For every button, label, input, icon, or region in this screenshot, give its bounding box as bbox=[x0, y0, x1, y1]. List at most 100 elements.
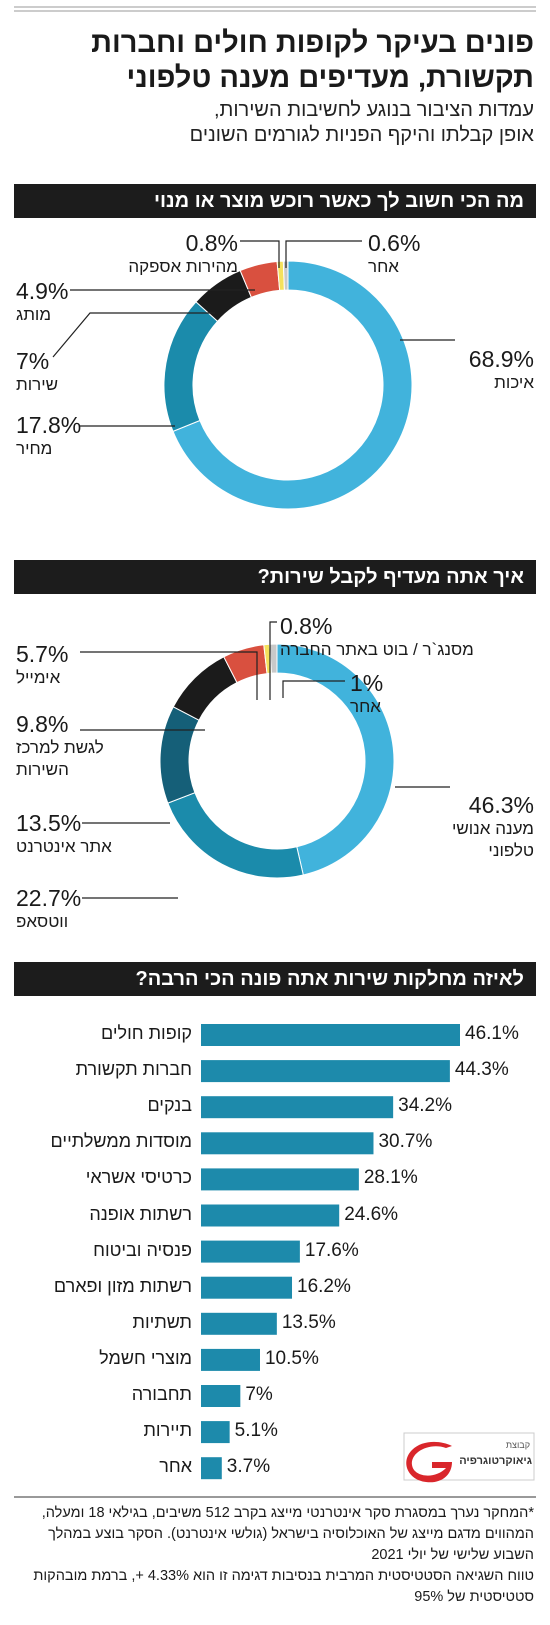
bar-value-label: 30.7% bbox=[378, 1131, 433, 1153]
bar-value-label: 46.1% bbox=[465, 1023, 519, 1044]
footnote-text: *המחקר נערך במסגרת סקר אינטרנטי מייצג בק… bbox=[41, 1505, 534, 1563]
bar-category-label: תיירות bbox=[143, 1420, 192, 1441]
bar-category-label: בנקים bbox=[147, 1095, 192, 1116]
bar bbox=[201, 1385, 241, 1407]
slice-category-label: מענה אנושי טלפוני bbox=[451, 819, 534, 860]
bar bbox=[201, 1132, 374, 1155]
bar bbox=[201, 1421, 230, 1444]
slice-category-label: שירות bbox=[16, 375, 59, 394]
slice-value-label: 5.7% bbox=[16, 641, 69, 667]
donut-slice bbox=[159, 706, 200, 804]
slice-value-label: 22.7% bbox=[16, 885, 82, 911]
donut-slice bbox=[269, 643, 278, 674]
slice-value-label: 0.8% bbox=[280, 613, 333, 639]
logo-name: גיאוקרטוגרפיה bbox=[459, 1455, 532, 1467]
slice-value-label: 13.5% bbox=[16, 810, 82, 836]
bar-value-label: 44.3% bbox=[454, 1059, 509, 1081]
footnote: *המחקר נערך במסגרת סקר אינטרנטי מייצג בק… bbox=[16, 1503, 534, 1608]
slice-value-label: 68.9% bbox=[468, 346, 534, 372]
bar-value-label: 34.2% bbox=[398, 1095, 453, 1117]
slice-label: 0.6% אחר bbox=[368, 231, 420, 278]
slice-label: 22.7% ווטסאפ bbox=[16, 886, 81, 933]
slice-label: 13.5% אתר אינטרנט bbox=[16, 811, 112, 858]
donut-slice bbox=[163, 301, 219, 433]
section-title: איך אתה מעדיף לקבל שירות? bbox=[14, 560, 536, 594]
bar-value-label: 10.5% bbox=[264, 1347, 319, 1369]
bar bbox=[201, 1096, 394, 1119]
slice-label: 1% אחר bbox=[350, 671, 383, 718]
slice-label: 0.8% מהירות אספקה bbox=[128, 231, 238, 278]
leader-line bbox=[285, 240, 362, 268]
subtitle: עמדות הציבור בנוגע לחשיבות השירות, אופן … bbox=[189, 99, 534, 146]
slice-value-label: 4.9% bbox=[16, 278, 69, 304]
donut-slice bbox=[276, 643, 395, 876]
donut-slice bbox=[172, 260, 413, 510]
slice-category-label: איכות bbox=[494, 373, 534, 392]
leader-line bbox=[269, 621, 277, 700]
bar bbox=[201, 1457, 222, 1480]
slice-label: 5.7% אימייל bbox=[16, 642, 68, 689]
bar bbox=[201, 1348, 260, 1371]
slice-category-label: מהירות אספקה bbox=[128, 257, 238, 276]
slice-category-label: מחיר bbox=[16, 439, 53, 458]
slice-label: 0.8% מסנג`ר / בוט באתר החברה bbox=[280, 614, 474, 661]
slice-label: 4.9% מותג bbox=[16, 279, 68, 326]
slice-label: 17.8% מחיר bbox=[16, 413, 81, 460]
bar-value-label: 28.1% bbox=[363, 1167, 418, 1189]
section-title: לאיזה מחלקות שירות אתה פונה הכי הרבה? bbox=[14, 962, 536, 996]
bar-value-label: 17.6% bbox=[304, 1239, 359, 1261]
slice-value-label: 0.8% bbox=[185, 230, 238, 256]
bar-category-label: רשתות מזון ופארם bbox=[53, 1275, 192, 1296]
bar-category-label: קופות חולים bbox=[101, 1023, 192, 1043]
bar bbox=[201, 1312, 277, 1335]
bar-category-label: רשתות אופנה bbox=[89, 1203, 192, 1224]
bar-value-label: 5.1% bbox=[234, 1420, 278, 1442]
bar bbox=[201, 1240, 300, 1263]
slice-value-label: 17.8% bbox=[16, 412, 82, 438]
leader-line bbox=[52, 312, 215, 358]
bar-value-label: 7% bbox=[245, 1384, 273, 1405]
slice-label: 9.8% לגשת למרכז השירות bbox=[16, 712, 104, 781]
slice-category-label: אימייל bbox=[16, 668, 61, 687]
donut-slice bbox=[172, 656, 238, 721]
slice-value-label: 0.6% bbox=[368, 230, 421, 256]
bar-category-label: חברות תקשורת bbox=[75, 1059, 192, 1080]
bar bbox=[201, 1060, 450, 1083]
bar-category-label: מוסדות ממשלתיים bbox=[50, 1131, 192, 1152]
slice-category-label: מסנג`ר / בוט באתר החברה bbox=[280, 640, 474, 659]
bar-value-label: 24.6% bbox=[344, 1203, 399, 1225]
slice-category-label: אתר אינטרנט bbox=[16, 837, 112, 856]
slice-label: 7% שירות bbox=[16, 349, 58, 396]
bar-category-label: כרטיסי אשראי bbox=[85, 1167, 192, 1188]
donut-slice bbox=[282, 260, 289, 291]
footnote-text: טווח השגיאה הסטטיסטית המרבית בנסיבות דגי… bbox=[33, 1568, 534, 1605]
slice-category-label: אחר bbox=[368, 257, 399, 276]
logo-box bbox=[403, 1432, 535, 1481]
logo-mark bbox=[406, 1441, 452, 1483]
section-title: מה הכי חשוב לך כאשר רוכש מוצר או מנוי bbox=[14, 184, 536, 218]
leader-line bbox=[240, 240, 280, 268]
slice-category-label: ווטסאפ bbox=[16, 912, 69, 931]
slice-label: 68.9% איכות bbox=[469, 347, 534, 394]
bar bbox=[201, 1168, 359, 1191]
bar bbox=[201, 1204, 340, 1227]
leader-line bbox=[80, 651, 258, 700]
bar-category-label: אחר bbox=[159, 1456, 192, 1477]
donut-slice bbox=[167, 792, 304, 879]
slice-category-label: אחר bbox=[350, 697, 381, 716]
slice-category-label: לגשת למרכז השירות bbox=[16, 738, 104, 779]
bar-value-label: 13.5% bbox=[281, 1311, 336, 1333]
bar bbox=[201, 1276, 293, 1299]
slice-label: 46.3% מענה אנושי טלפוני bbox=[452, 793, 534, 862]
logo-group: קבוצת bbox=[505, 1440, 530, 1450]
title: פונים בעיקר לקופות חולים וחברות תקשורת, … bbox=[91, 27, 534, 94]
bar-category-label: מוצרי חשמל bbox=[99, 1347, 192, 1368]
bar bbox=[201, 1024, 460, 1046]
bar-value-label: 16.2% bbox=[297, 1275, 351, 1297]
slice-value-label: 7% bbox=[16, 348, 50, 374]
bar-category-label: תחבורה bbox=[131, 1384, 192, 1404]
bar-category-label: פנסיה וביטוח bbox=[93, 1239, 192, 1260]
bar-value-label: 3.7% bbox=[226, 1456, 271, 1478]
